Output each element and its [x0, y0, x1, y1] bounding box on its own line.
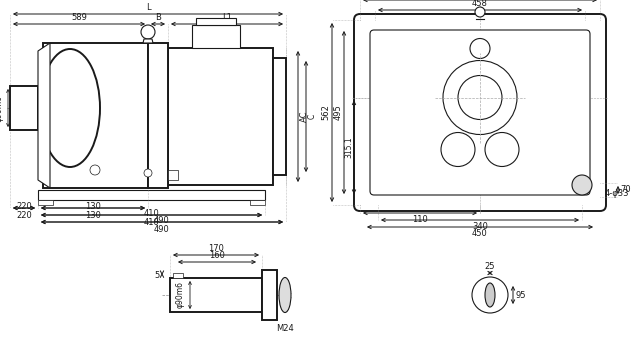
Text: 410: 410: [143, 218, 159, 227]
Text: 490: 490: [154, 216, 170, 225]
Text: 220: 220: [16, 202, 32, 211]
Text: 315.1: 315.1: [344, 137, 353, 158]
Text: 220: 220: [16, 211, 32, 220]
Polygon shape: [168, 48, 273, 185]
Circle shape: [470, 38, 490, 58]
Text: L1: L1: [222, 13, 232, 21]
Text: 95: 95: [515, 290, 525, 300]
Text: L: L: [146, 3, 150, 12]
Polygon shape: [148, 43, 168, 188]
Circle shape: [485, 132, 519, 166]
Polygon shape: [38, 200, 53, 205]
Text: 160: 160: [209, 251, 225, 260]
Polygon shape: [170, 278, 262, 312]
Text: 25.1: 25.1: [162, 100, 171, 117]
Text: 490: 490: [154, 225, 170, 234]
Polygon shape: [173, 273, 183, 278]
Polygon shape: [43, 43, 148, 188]
Text: 4-φ33: 4-φ33: [605, 189, 630, 197]
Polygon shape: [168, 170, 178, 180]
Circle shape: [441, 132, 475, 166]
FancyBboxPatch shape: [354, 14, 606, 211]
Circle shape: [141, 25, 155, 39]
Text: 450: 450: [472, 229, 488, 238]
Circle shape: [90, 165, 100, 175]
FancyBboxPatch shape: [370, 30, 590, 195]
Polygon shape: [10, 86, 38, 130]
Text: AC: AC: [300, 111, 309, 122]
Ellipse shape: [485, 283, 495, 307]
Text: 5: 5: [155, 271, 160, 280]
Text: B: B: [155, 13, 161, 21]
Text: 70: 70: [620, 186, 630, 195]
Polygon shape: [38, 190, 265, 200]
Circle shape: [572, 175, 592, 195]
Text: C: C: [308, 114, 317, 119]
Text: 410: 410: [143, 209, 159, 218]
Circle shape: [458, 75, 502, 119]
Text: M24: M24: [276, 324, 294, 333]
Polygon shape: [143, 39, 153, 43]
Circle shape: [475, 7, 485, 17]
Text: 110: 110: [412, 215, 428, 224]
Circle shape: [472, 277, 508, 313]
Ellipse shape: [40, 49, 100, 167]
Text: 458: 458: [472, 0, 488, 8]
Text: φ90m6: φ90m6: [0, 94, 4, 121]
Text: 495: 495: [334, 105, 343, 120]
Polygon shape: [196, 18, 236, 25]
Text: 170: 170: [208, 244, 224, 253]
Ellipse shape: [279, 277, 291, 313]
Text: 25: 25: [484, 262, 495, 271]
Text: 130: 130: [85, 202, 101, 211]
Text: 130: 130: [85, 211, 101, 220]
Polygon shape: [273, 58, 286, 175]
Circle shape: [443, 61, 517, 134]
Text: φ90m6: φ90m6: [176, 282, 185, 308]
Text: 562: 562: [321, 105, 330, 120]
Text: 589: 589: [71, 13, 87, 21]
Circle shape: [144, 169, 152, 177]
Polygon shape: [250, 200, 265, 205]
Text: 340: 340: [472, 222, 488, 231]
Polygon shape: [192, 25, 240, 48]
Polygon shape: [38, 43, 50, 188]
Polygon shape: [262, 270, 277, 320]
